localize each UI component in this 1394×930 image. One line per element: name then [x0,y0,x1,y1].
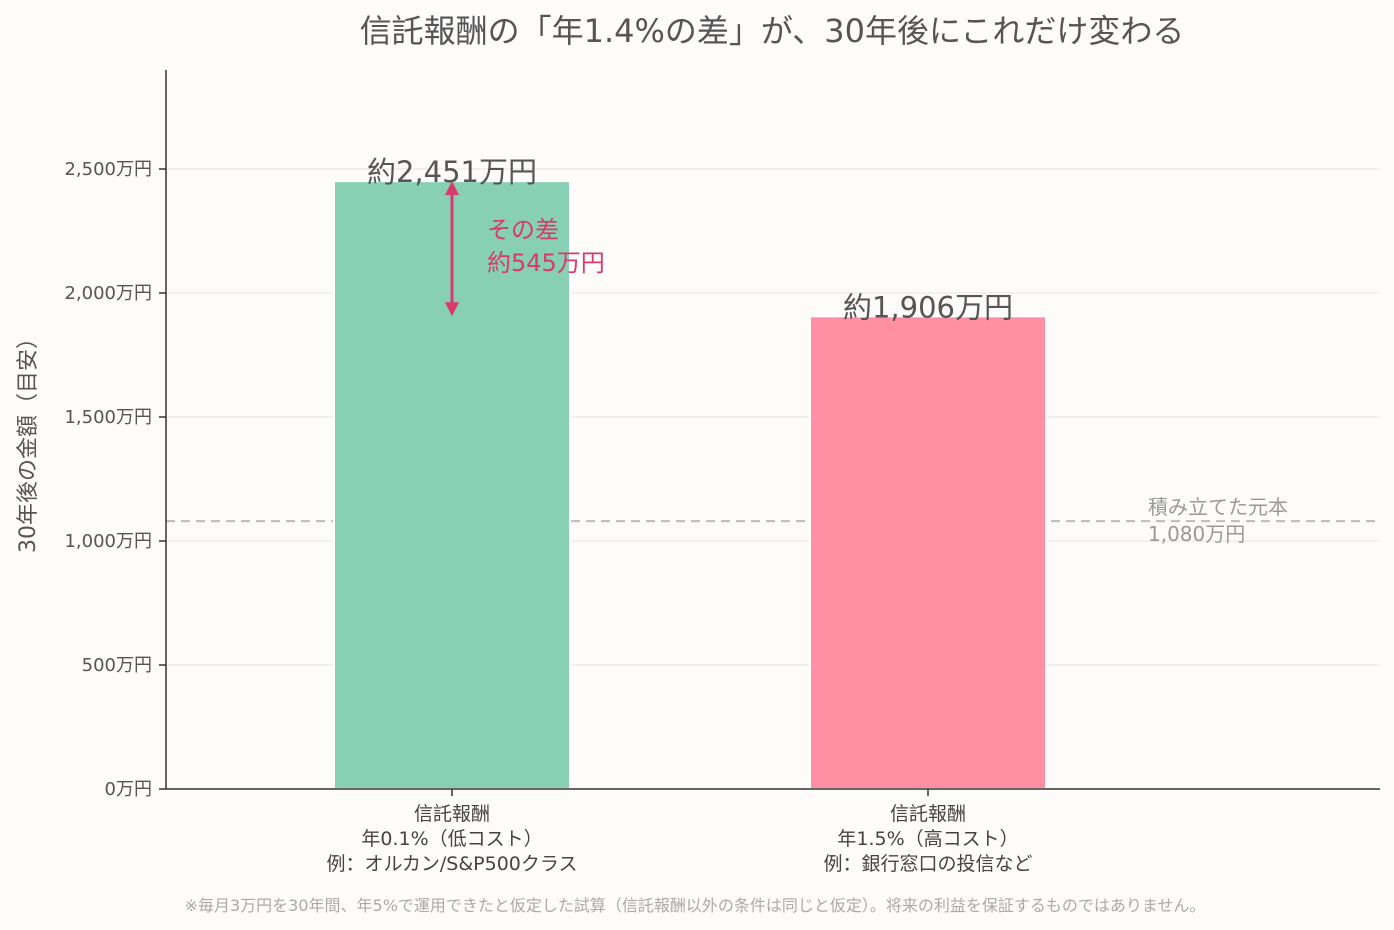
y-tick-label: 500万円 [82,655,152,676]
y-tick-label: 0万円 [105,779,152,800]
y-tick-label: 1,000万円 [64,531,152,552]
bar [809,315,1047,790]
value-label: 約1,906万円 [843,290,1013,324]
bars [333,180,1047,791]
axes [165,70,1380,790]
x-tick-label: 信託報酬年1.5%（高コスト）例：銀行窓口の投信など [823,803,1032,875]
x-axis-ticks: 信託報酬年0.1%（低コスト）例：オルカン/S&P500クラス 信託報酬年1.5%… [326,789,1033,875]
chart-title: 信託報酬の「年1.4%の差」が、30年後にこれだけ変わる [360,12,1185,50]
y-axis-label: 30年後の金額（目安） [16,327,41,553]
y-axis-ticks: 0万円 500万円 1,000万円 1,500万円 2,000万円 2,500万円 [64,159,166,800]
y-tick-label: 2,000万円 [64,283,152,304]
y-tick-label: 2,500万円 [64,159,152,180]
x-tick-label: 信託報酬年0.1%（低コスト）例：オルカン/S&P500クラス [326,803,577,875]
y-tick-label: 1,500万円 [64,407,152,428]
principal-value-label: 1,080万円 [1148,522,1245,546]
footnote: ※毎月3万円を30年間、年5%で運用できたと仮定した試算（信託報酬以外の条件は同… [185,896,1206,915]
arrow-head-up [445,181,459,196]
arrow-head-down [445,302,459,317]
difference-value-label: 約545万円 [487,249,605,277]
principal-label: 積み立てた元本 [1148,495,1288,519]
difference-label: その差 [487,216,559,244]
